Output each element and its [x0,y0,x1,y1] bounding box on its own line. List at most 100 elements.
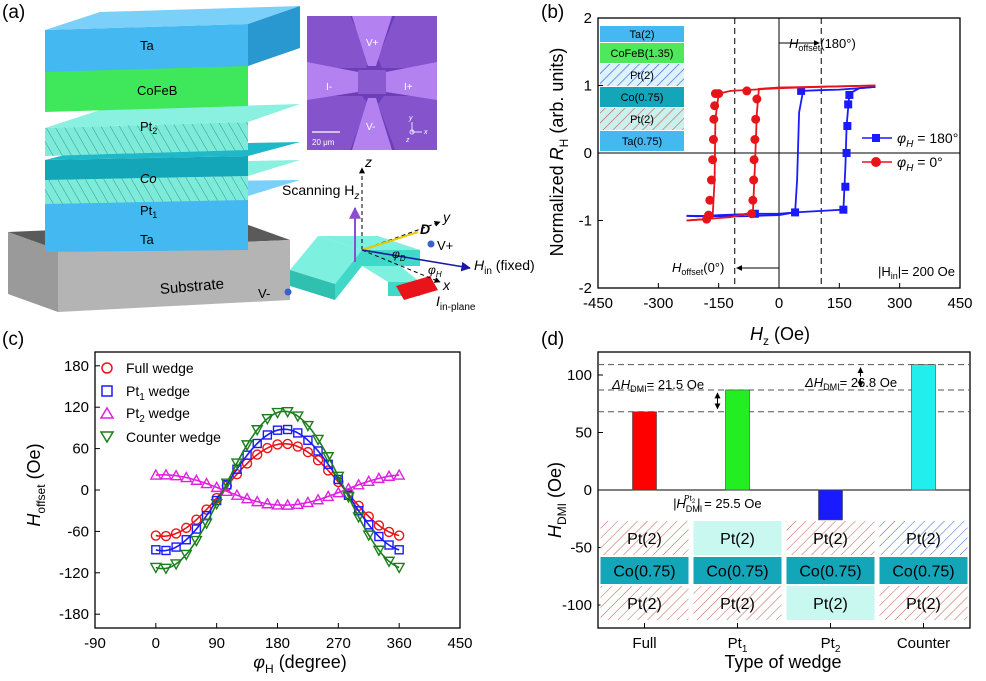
panel-c-fit-line [155,443,400,537]
panel-c-xtick-label: -90 [84,635,106,652]
panel-c-point [200,477,213,489]
panel-c-xtick-label: 450 [447,635,472,652]
panel-c-point [302,446,314,458]
panel-c-point [252,449,263,460]
panel-c-ytick-label: -60 [67,523,89,540]
panel-c-point [240,440,254,452]
vminus-dot [284,288,292,296]
layer-co: Co [140,171,157,186]
panel-c-point [342,492,355,504]
panel-b-point [749,175,759,185]
panel-d-ytick-label: 50 [575,425,592,442]
panel-d-stack-label: Pt(2) [720,596,755,613]
micrograph-image: V+ I- I+ V- 20 μm y z x [307,16,437,150]
panel-b-inset-stack: Ta(2) CoFeB(1.35) Pt(2) Co(0.75) Pt(2) T… [600,26,684,151]
panel-d-bar [911,364,936,491]
panel-b-point [751,114,761,124]
panel-c-point [200,518,213,530]
panel-b-point [845,90,854,99]
panel-c-xtick-label: 90 [208,635,225,652]
panel-c-point [180,549,193,561]
panel-b-point [708,135,718,144]
panel-c-ytick-label: 120 [64,399,89,416]
legend-marker-0 [871,157,881,167]
panel-b-series-line [686,84,876,222]
legend-marker-pt2 [99,406,115,419]
panel-c-ytick-label: 60 [72,441,89,458]
panel-c-point [149,562,163,574]
panel-b-xtick-label: 300 [887,295,912,312]
panel-d-stack-layer [786,557,875,584]
panel-b-point [750,135,760,144]
panel-b-point [841,182,850,191]
legend-marker-counter [99,431,115,444]
legend-marker-pt1 [101,385,113,397]
panel-c-point [169,559,183,571]
panel-b-point [706,175,716,185]
panel-b-point [748,195,758,205]
panel-b-point [710,101,720,111]
panel-c-point [374,531,384,542]
panel-c-xlabel: φH (degree) [253,652,346,676]
micro-axis-y: y [408,115,413,122]
device-schematic: z y x D Scanning Hz φD φH Hin (fixed) Ii… [258,154,535,313]
annot-dhdmi-1: ΔHDMI= 21.5 Oe [611,377,704,394]
panel-c-point [311,434,325,446]
panel-d-chart: Type of wedge HDMI (Oe) ΔHDMI= 21.5 Oe Δ… [545,351,971,672]
panel-d-stack-label: Co(0.75) [799,564,861,581]
panel-c-point [281,406,294,419]
panel-d-stack-label: Pt(2) [627,531,662,548]
scanning-hz-label: Scanning Hz [282,182,359,202]
annot-hin: |Hin|= 200 Oe [878,264,955,281]
panel-c-xtick-label: 360 [387,635,412,652]
panel-c-point [282,438,293,450]
panel-c-point [382,469,396,481]
panel-c-xtick-label: 270 [326,635,351,652]
panel-c-point [332,486,345,498]
axis-x-label: x [442,277,451,293]
panel-d-stack-layer [879,557,968,584]
panel-c-point [392,562,406,574]
panel-b-point [844,100,853,109]
panel-b-point [704,210,714,220]
panel-c-point [303,435,313,445]
panel-d-stack-label: Pt(2) [906,531,941,548]
panel-b-point [709,114,719,124]
panel-c-point [281,498,294,510]
inset-layer-6: Ta(0.75) [622,136,662,148]
panel-c-point [322,489,335,502]
panel-b-point [742,86,752,96]
panel-d-stack-label: Pt(2) [906,596,941,613]
panel-c-fit-line [155,428,400,552]
panel-b-ylabel: Normalized RH (arb. units) [547,48,571,257]
panel-b-point [708,155,718,165]
panel-b-point [749,155,759,165]
panel-b-xtick-label: -450 [583,295,613,312]
vminus-label: V- [258,286,270,301]
legend-label-0: φH = 0° [897,154,943,174]
panel-b-point [839,205,848,214]
panel-c-point [240,492,254,504]
micro-axis-x: x [423,129,428,136]
substrate-label: Substrate [159,275,224,298]
panel-c-point [364,520,374,530]
panel-c-point [181,522,192,534]
panel-c-point [220,484,233,497]
panel-d-ytick-label: -50 [570,540,592,557]
panel-d-bar [632,411,657,491]
panel-c-point [292,441,303,452]
panel-c-point [210,480,223,493]
panel-c-ylabel: Hoffset (Oe) [24,443,48,526]
panel-c-point [220,478,233,490]
panel-d-stack-layer [879,586,968,620]
phid-label: φD [392,247,406,263]
panel-d-ytick-label: -100 [562,597,592,614]
scale-label: 20 μm [312,138,335,147]
panel-c-ytick-label: 180 [64,358,89,375]
iin-label: Iin-plane [436,293,476,313]
panel-c-point [262,430,273,440]
panel-c-point [322,452,335,464]
panel-c-point [181,535,191,545]
panel-c-point [301,420,315,433]
